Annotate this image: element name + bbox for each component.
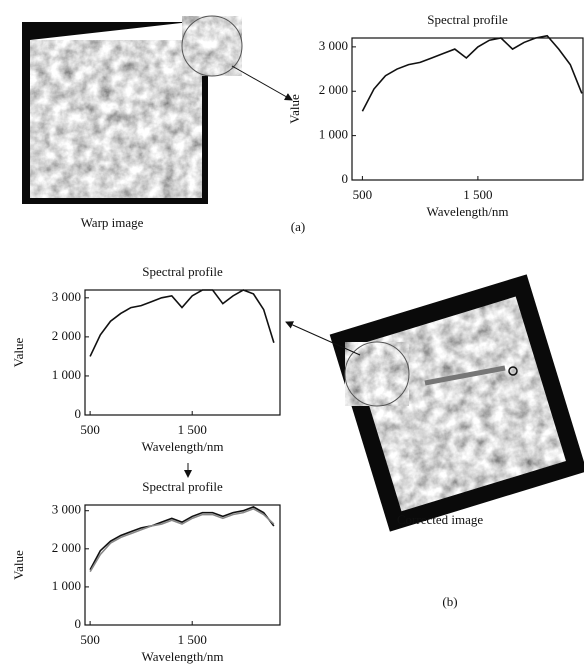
part-label: (a)	[291, 219, 305, 234]
x-axis-label: Wavelength/nm	[142, 439, 224, 454]
chart-title: Spectral profile	[142, 264, 223, 279]
y-axis-label: Value	[287, 94, 302, 124]
x-tick-label: 500	[80, 632, 100, 647]
x-tick-label: 500	[353, 187, 373, 202]
x-tick-label: 1 500	[178, 632, 207, 647]
y-axis-label: Value	[11, 337, 26, 367]
y-tick-label: 1 000	[319, 127, 348, 142]
chart-title: Spectral profile	[427, 12, 508, 27]
caption: Corrected image	[397, 512, 483, 527]
x-axis-label: Wavelength/nm	[142, 649, 224, 664]
x-tick-label: 500	[80, 422, 100, 437]
line	[90, 290, 274, 356]
plot-frame	[352, 38, 583, 180]
y-tick-label: 0	[75, 616, 82, 631]
y-tick-label: 2 000	[52, 328, 81, 343]
y-tick-label: 3 000	[319, 38, 348, 53]
y-tick-label: 1 000	[52, 578, 81, 593]
y-tick-label: 3 000	[52, 289, 81, 304]
x-tick-label: 1 500	[178, 422, 207, 437]
part-label: (b)	[442, 594, 457, 609]
caption: Warp image	[81, 215, 144, 230]
x-tick-label: 1 500	[463, 187, 492, 202]
chart-title: Spectral profile	[142, 479, 223, 494]
y-tick-label: 0	[342, 171, 349, 186]
y-tick-label: 2 000	[319, 82, 348, 97]
y-axis-label: Value	[11, 550, 26, 580]
figure: Warp image (a) Corrected image (b) Spect…	[0, 0, 584, 668]
line	[362, 36, 581, 111]
plot-frame	[85, 290, 280, 415]
y-tick-label: 0	[75, 406, 82, 421]
y-tick-label: 1 000	[52, 367, 81, 382]
y-tick-label: 2 000	[52, 540, 81, 555]
warp-image	[22, 16, 292, 204]
line	[90, 509, 274, 572]
x-axis-label: Wavelength/nm	[427, 204, 509, 219]
y-tick-label: 3 000	[52, 502, 81, 517]
